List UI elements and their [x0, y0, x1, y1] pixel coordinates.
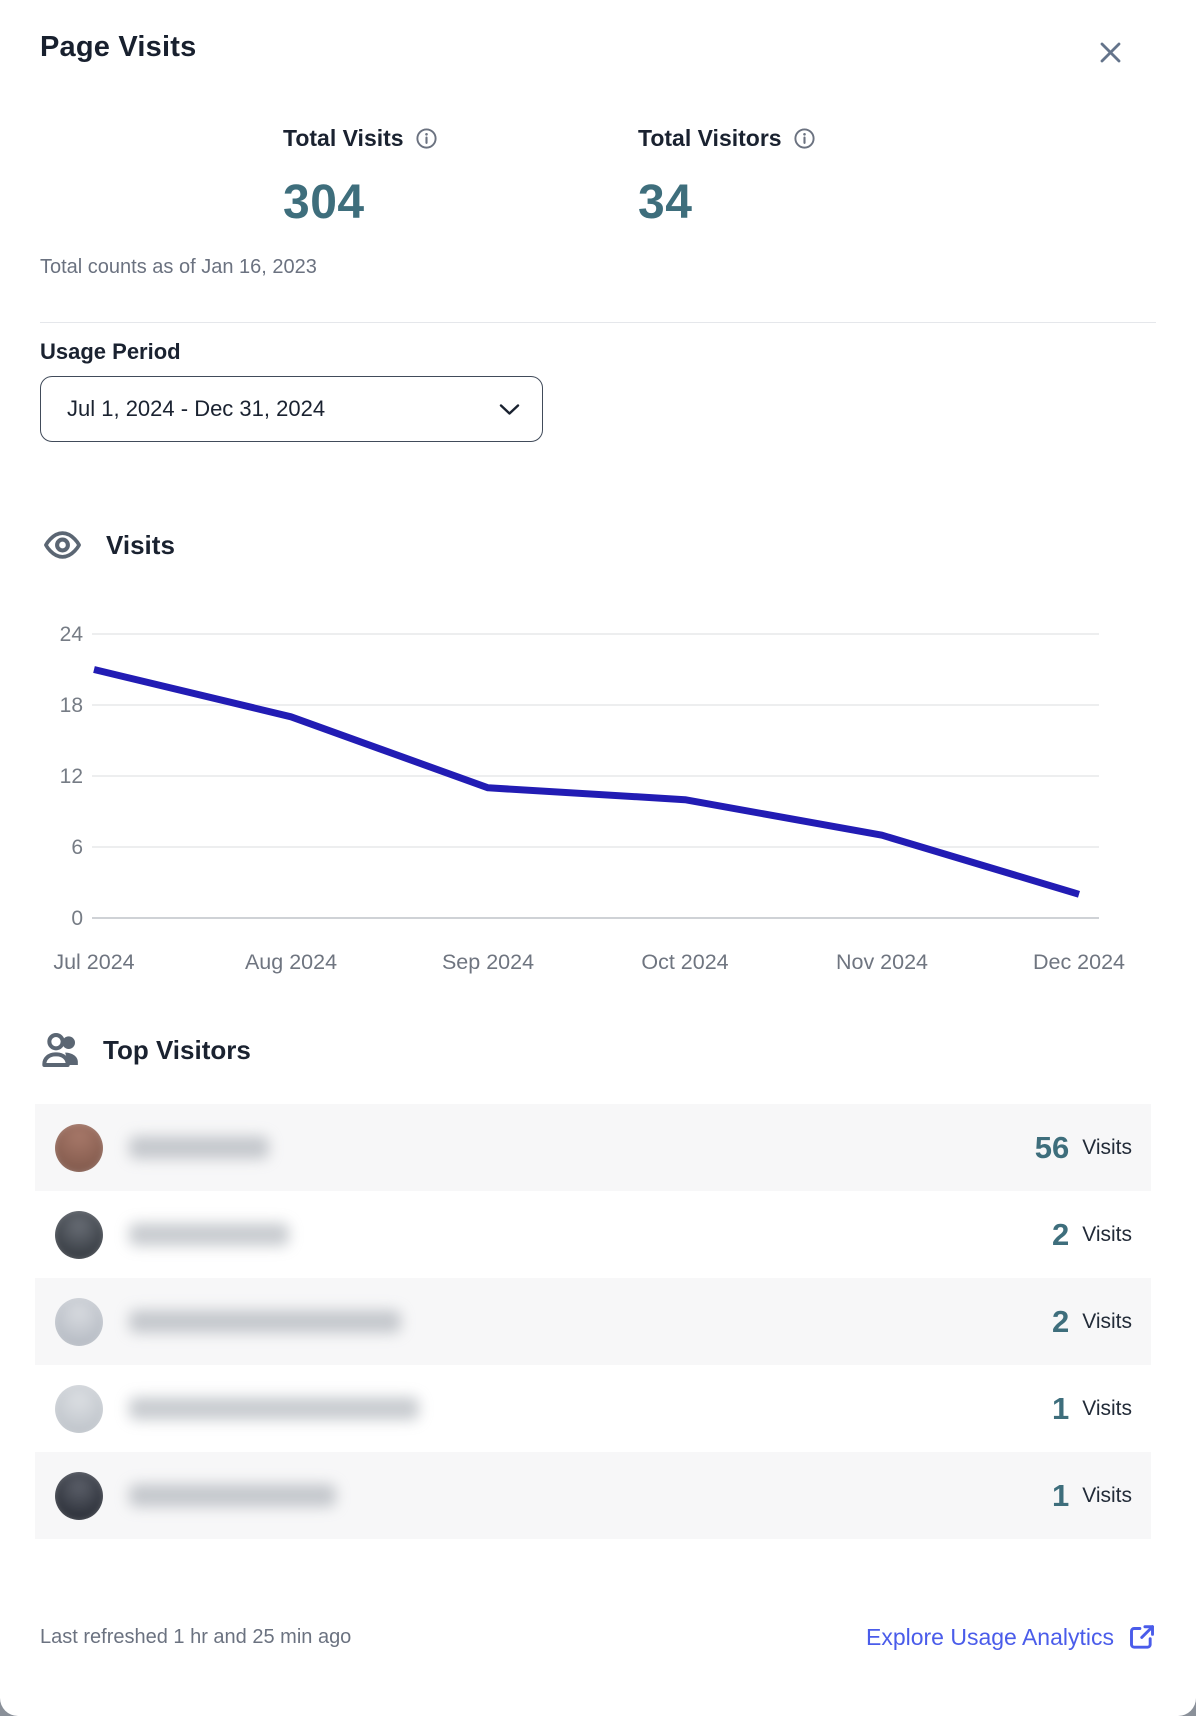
visitor-row: 56 Visits — [35, 1104, 1151, 1191]
visits-section-header: Visits — [40, 526, 1156, 564]
visitor-row: 1 Visits — [35, 1452, 1151, 1539]
stats-row: Total Visits 304 Total Visitors — [40, 125, 1156, 230]
total-visitors-value: 34 — [638, 176, 693, 229]
visitor-row: 2 Visits — [35, 1191, 1151, 1278]
visits-chart: 0 6 12 18 24 Jul 2024 Aug 2024 Sep 2024 Oct 2024… — [53, 623, 1125, 974]
stat-total-visitors: Total Visitors 34 — [638, 125, 993, 230]
usage-period-value: Jul 1, 2024 - Dec 31, 2024 — [67, 396, 326, 421]
chevron-down-icon — [499, 403, 520, 416]
explore-usage-analytics-link[interactable]: Explore Usage Analytics — [866, 1623, 1156, 1651]
svg-text:Dec 2024: Dec 2024 — [1033, 950, 1125, 974]
visits-chart-container: 0 6 12 18 24 Jul 2024 Aug 2024 Sep 2024 Oct 2024… — [37, 597, 1156, 1002]
visitor-name-blurred — [129, 1484, 336, 1507]
close-icon — [1095, 42, 1126, 71]
avatar — [55, 1123, 103, 1172]
modal-footer: Last refreshed 1 hr and 25 min ago Explo… — [40, 1623, 1156, 1651]
eye-icon — [40, 526, 85, 564]
svg-text:18: 18 — [60, 694, 83, 717]
usage-period-label: Usage Period — [40, 339, 181, 364]
external-link-icon — [1128, 1623, 1156, 1651]
visitor-row: 2 Visits — [35, 1278, 1151, 1365]
visit-count: 2 — [1051, 1303, 1070, 1339]
svg-text:12: 12 — [60, 765, 83, 788]
info-icon[interactable] — [793, 127, 816, 150]
visit-count: 1 — [1051, 1390, 1070, 1426]
visitor-name-blurred — [129, 1136, 269, 1159]
visit-count: 56 — [1034, 1129, 1070, 1165]
visit-unit-label: Visits — [1082, 1222, 1132, 1246]
top-visitors-section-header: Top Visitors — [40, 1030, 1156, 1070]
avatar — [55, 1297, 103, 1346]
top-visitors-list: 56 Visits 2 Visits 2 Visits 1 — [35, 1104, 1151, 1539]
svg-text:Oct 2024: Oct 2024 — [641, 950, 728, 974]
visit-unit-label: Visits — [1082, 1309, 1132, 1333]
explore-link-label: Explore Usage Analytics — [865, 1623, 1114, 1650]
users-icon — [40, 1030, 82, 1070]
avatar — [55, 1471, 103, 1520]
as-of-note: Total counts as of Jan 16, 2023 — [40, 256, 317, 278]
visit-count: 1 — [1051, 1477, 1070, 1513]
total-visitors-label: Total Visitors — [638, 125, 782, 151]
avatar — [55, 1210, 103, 1259]
visit-unit-label: Visits — [1082, 1396, 1132, 1420]
usage-period-select[interactable]: Jul 1, 2024 - Dec 31, 2024 — [40, 376, 543, 442]
svg-text:24: 24 — [60, 623, 84, 646]
visitor-row: 1 Visits — [35, 1365, 1151, 1452]
svg-text:6: 6 — [71, 836, 83, 859]
visitor-name-blurred — [129, 1310, 401, 1333]
modal-header: Page Visits — [40, 0, 1156, 72]
page-title: Page Visits — [40, 31, 197, 63]
svg-text:Nov 2024: Nov 2024 — [836, 950, 928, 974]
visit-count: 2 — [1051, 1216, 1070, 1252]
svg-text:Aug 2024: Aug 2024 — [245, 950, 337, 974]
info-icon[interactable] — [415, 127, 438, 150]
stat-total-visits: Total Visits 304 — [283, 125, 638, 230]
svg-text:Sep 2024: Sep 2024 — [442, 950, 534, 974]
visits-section-title: Visits — [106, 529, 175, 560]
divider — [40, 322, 1156, 323]
total-visits-label: Total Visits — [283, 125, 404, 151]
visitor-name-blurred — [129, 1397, 419, 1420]
visit-unit-label: Visits — [1082, 1483, 1132, 1507]
svg-text:Jul 2024: Jul 2024 — [53, 950, 134, 974]
visitor-name-blurred — [129, 1223, 289, 1246]
close-button[interactable] — [1091, 33, 1130, 72]
total-visits-value: 304 — [283, 176, 365, 229]
last-refreshed-text: Last refreshed 1 hr and 25 min ago — [40, 1625, 352, 1648]
visit-unit-label: Visits — [1082, 1135, 1132, 1159]
avatar — [55, 1384, 103, 1433]
svg-text:0: 0 — [71, 907, 83, 930]
top-visitors-title: Top Visitors — [103, 1034, 251, 1065]
